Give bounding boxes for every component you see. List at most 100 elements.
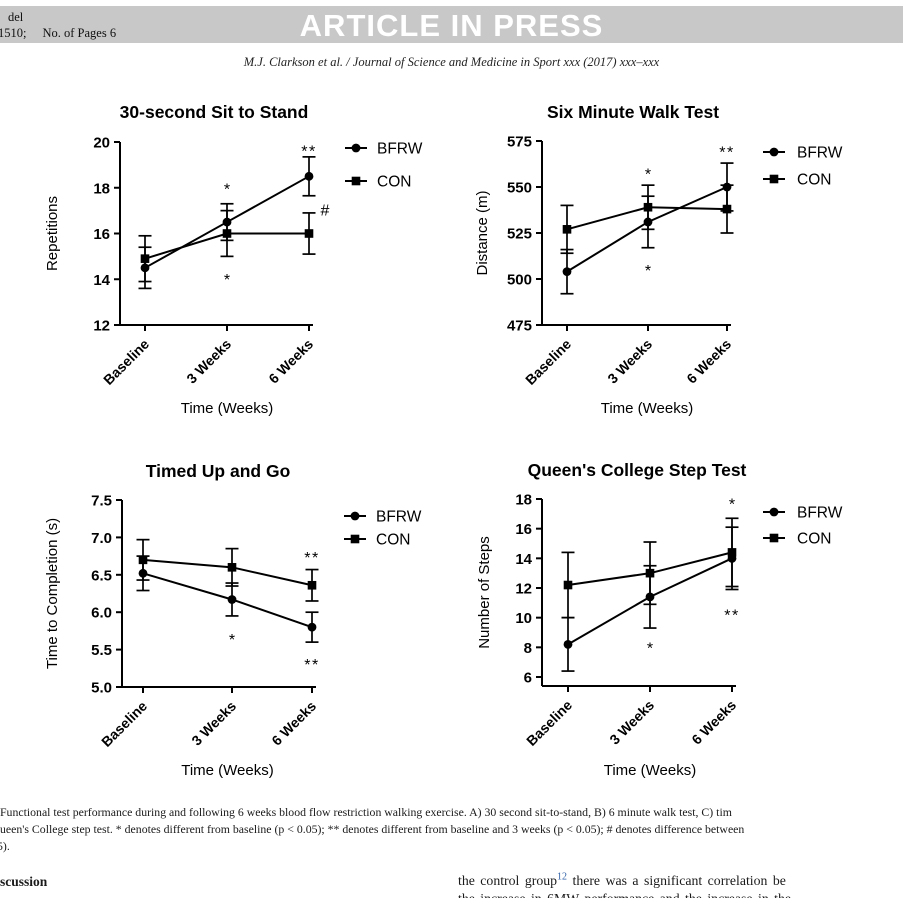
model-line: del: [8, 10, 24, 24]
legend-item-CON: CON: [763, 531, 831, 548]
circle-marker: [227, 595, 237, 604]
svg-text:6.0: 6.0: [91, 605, 112, 622]
svg-text:500: 500: [507, 272, 532, 289]
square-marker: [563, 580, 573, 590]
x-axis-label: Time (Weeks): [601, 400, 694, 417]
svg-text:18: 18: [93, 180, 110, 197]
svg-text:14: 14: [515, 551, 532, 568]
significance-annotation: **: [724, 608, 739, 625]
chart-title: 30-second Sit to Stand: [120, 102, 309, 122]
square-marker: [722, 204, 732, 214]
circle-marker: [222, 217, 232, 227]
square-marker: [645, 568, 655, 578]
svg-text:Baseline: Baseline: [522, 336, 574, 388]
svg-text:475: 475: [507, 318, 532, 335]
x-axis-label: Time (Weeks): [181, 762, 274, 779]
svg-text:525: 525: [507, 226, 532, 243]
svg-text:6.5: 6.5: [91, 567, 112, 584]
body-text-partial-line: the increase in 6MW performance and the …: [458, 890, 903, 898]
svg-text:12: 12: [515, 581, 532, 598]
svg-text:3 Weeks: 3 Weeks: [183, 336, 234, 387]
square-marker: [562, 225, 572, 234]
figure-caption: Functional test performance during and f…: [0, 804, 903, 855]
body-text: the control group12 there was a signific…: [458, 871, 786, 888]
chart-six-minute-walk: 475 500 525 550 575 Baseline 3 Weeks 6 Weeks Six…: [474, 102, 843, 417]
svg-text:3 Weeks: 3 Weeks: [188, 698, 239, 749]
reference-link-12[interactable]: 12: [557, 871, 568, 883]
chart-title: Queen's College Step Test: [528, 460, 747, 480]
square-marker: [350, 534, 360, 544]
significance-annotation: *: [729, 496, 735, 513]
square-marker: [351, 176, 361, 186]
circle-marker: [643, 217, 653, 227]
square-marker: [727, 548, 737, 557]
square-marker: [304, 229, 314, 238]
svg-text:18: 18: [515, 492, 532, 509]
legend-label: BFRW: [797, 505, 843, 522]
circle-marker: [645, 592, 655, 602]
svg-text:16: 16: [515, 521, 532, 538]
square-marker: [769, 174, 779, 184]
circle-marker: [350, 511, 360, 521]
svg-text:Baseline: Baseline: [100, 336, 152, 388]
x-axis-label: Time (Weeks): [604, 762, 697, 779]
significance-annotation: *: [224, 181, 230, 198]
circle-marker: [563, 639, 573, 649]
journal-model-info: del 1510; No. of Pages 6: [0, 9, 116, 41]
banner-title: ARTICLE IN PRESS: [299, 8, 604, 43]
svg-text:7.5: 7.5: [91, 493, 112, 510]
significance-annotation: *: [224, 272, 230, 289]
svg-text:6 Weeks: 6 Weeks: [688, 697, 739, 748]
body-right-column: the control group12 there was a signific…: [458, 872, 903, 898]
significance-annotation: *: [647, 640, 653, 657]
legend-item-BFRW: BFRW: [344, 509, 422, 526]
svg-text:3 Weeks: 3 Weeks: [604, 336, 655, 387]
square-marker: [222, 229, 232, 238]
svg-text:16: 16: [93, 226, 110, 243]
circle-marker: [769, 147, 779, 157]
svg-text:5.0: 5.0: [91, 680, 112, 697]
x-axis-label: Time (Weeks): [181, 400, 274, 417]
svg-text:550: 550: [507, 180, 532, 197]
square-marker: [227, 563, 237, 572]
chart-title: Timed Up and Go: [146, 461, 291, 481]
svg-text:Baseline: Baseline: [523, 697, 575, 749]
significance-annotation: *: [645, 166, 651, 183]
axes: [541, 499, 736, 687]
circle-marker: [722, 182, 732, 192]
chart-title: Six Minute Walk Test: [547, 102, 719, 122]
svg-text:12: 12: [93, 318, 110, 335]
legend-item-BFRW: BFRW: [763, 145, 843, 162]
chart-queens-college-step-test: 6 8 10 12 14 16 18 Baseline 3 Weeks 6 Weeks Queen'…: [476, 460, 843, 779]
caption-line-1: Functional test performance during and f…: [0, 805, 732, 819]
chart-sit-to-stand: 12 14 16 18 20 Baseline 3 Weeks 6 Weeks 30-secon…: [44, 102, 423, 417]
caption-line-2: ueen's College step test. * denotes diff…: [0, 822, 745, 836]
svg-text:20: 20: [93, 135, 110, 152]
y-axis-label: Distance (m): [474, 190, 491, 275]
article-in-press-banner: del 1510; No. of Pages 6 ARTICLE IN PRESS: [0, 6, 903, 43]
significance-annotation: #: [321, 203, 330, 220]
svg-text:6 Weeks: 6 Weeks: [268, 698, 319, 749]
legend-item-BFRW: BFRW: [763, 505, 843, 522]
square-marker: [643, 202, 653, 212]
svg-text:3 Weeks: 3 Weeks: [606, 697, 657, 748]
square-marker: [140, 254, 150, 263]
circle-marker: [562, 267, 572, 277]
svg-text:6 Weeks: 6 Weeks: [683, 336, 734, 387]
svg-text:5.5: 5.5: [91, 642, 112, 659]
series-CON: [136, 538, 319, 602]
circle-marker: [307, 622, 317, 632]
circle-marker: [769, 507, 779, 517]
legend-label: CON: [377, 174, 411, 191]
svg-text:6: 6: [524, 670, 532, 687]
y-axis-label: Repetitions: [44, 196, 61, 271]
section-heading-discussion: scussion: [0, 874, 48, 889]
significance-annotation: **: [304, 657, 319, 674]
running-head-citation: M.J. Clarkson et al. / Journal of Scienc…: [243, 55, 660, 69]
circle-marker: [304, 171, 314, 181]
square-marker: [307, 580, 317, 590]
svg-text:10: 10: [515, 610, 532, 627]
pages-line: 1510; No. of Pages 6: [0, 26, 117, 40]
